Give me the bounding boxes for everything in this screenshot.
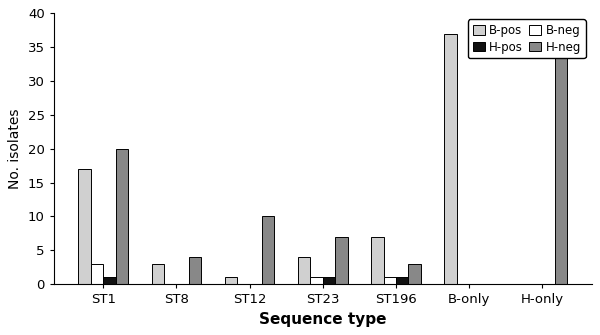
Bar [310,277,323,284]
X-axis label: Sequence type: Sequence type [259,312,386,327]
Bar [409,264,421,284]
Bar [189,257,202,284]
Bar [79,169,91,284]
Bar [91,264,103,284]
Y-axis label: No. isolates: No. isolates [8,109,22,189]
Bar [335,237,347,284]
Bar [371,237,383,284]
Bar [152,264,164,284]
Bar [383,277,396,284]
Bar [262,216,274,284]
Bar [103,277,116,284]
Legend: B-pos, H-pos, B-neg, H-neg: B-pos, H-pos, B-neg, H-neg [468,19,586,58]
Bar [444,34,457,284]
Bar [298,257,310,284]
Bar [396,277,409,284]
Bar [116,149,128,284]
Bar [555,47,567,284]
Bar [323,277,335,284]
Bar [225,277,237,284]
